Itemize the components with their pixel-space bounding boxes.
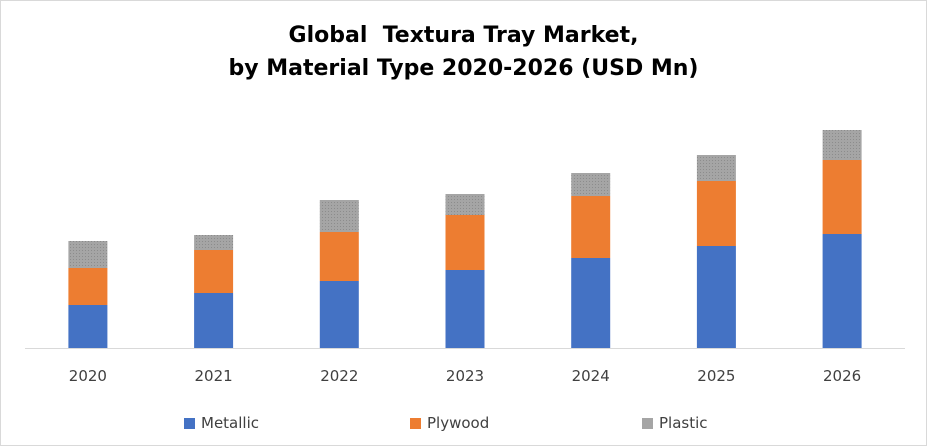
x-tick-label-2026: 2026: [823, 367, 861, 385]
bar-metallic-2022: [319, 281, 359, 348]
x-tick-label-2023: 2023: [446, 367, 484, 385]
bar-plastic-2022: [319, 200, 359, 232]
bar-plywood-2026: [822, 160, 862, 234]
legend-item-plastic: Plastic: [642, 414, 708, 432]
bar-metallic-2025: [696, 246, 736, 348]
bar-plastic-2026: [822, 130, 862, 160]
x-tick-label-2020: 2020: [69, 367, 107, 385]
chart-title-line-2: by Material Type 2020-2026 (USD Mn): [228, 56, 699, 81]
chart-title-line-1: Global Textura Tray Market,: [288, 23, 639, 48]
chart-title: Global Textura Tray Market, by Material …: [1, 19, 926, 85]
legend-label-plywood: Plywood: [427, 414, 490, 432]
bar-plastic-2023: [445, 194, 485, 215]
bar-plywood-2023: [445, 215, 485, 270]
bar-plastic-2025: [696, 155, 736, 181]
bar-metallic-2020: [68, 305, 108, 348]
bar-plastic-2020: [68, 241, 108, 268]
bar-metallic-2021: [194, 293, 234, 348]
bar-metallic-2023: [445, 270, 485, 348]
x-tick-label-2025: 2025: [697, 367, 735, 385]
x-tick-label-2024: 2024: [572, 367, 610, 385]
legend-swatch-metallic: [184, 417, 195, 429]
bar-plywood-2021: [194, 250, 234, 293]
bar-metallic-2024: [571, 258, 611, 348]
legend-swatch-plastic: [642, 417, 653, 429]
bar-plastic-2024: [571, 173, 611, 196]
bar-plywood-2022: [319, 232, 359, 281]
legend: Metallic Plywood Plastic: [1, 414, 926, 434]
x-tick-label-2021: 2021: [195, 367, 233, 385]
bar-plywood-2024: [571, 196, 611, 258]
legend-item-metallic: Metallic: [184, 414, 259, 432]
legend-swatch-plywood: [410, 417, 421, 429]
bar-plywood-2025: [696, 181, 736, 246]
bar-plywood-2020: [68, 268, 108, 305]
x-tick-label-2022: 2022: [320, 367, 358, 385]
legend-label-plastic: Plastic: [659, 414, 708, 432]
bar-plastic-2021: [194, 235, 234, 250]
legend-label-metallic: Metallic: [201, 414, 259, 432]
legend-item-plywood: Plywood: [410, 414, 489, 432]
bar-metallic-2026: [822, 234, 862, 348]
